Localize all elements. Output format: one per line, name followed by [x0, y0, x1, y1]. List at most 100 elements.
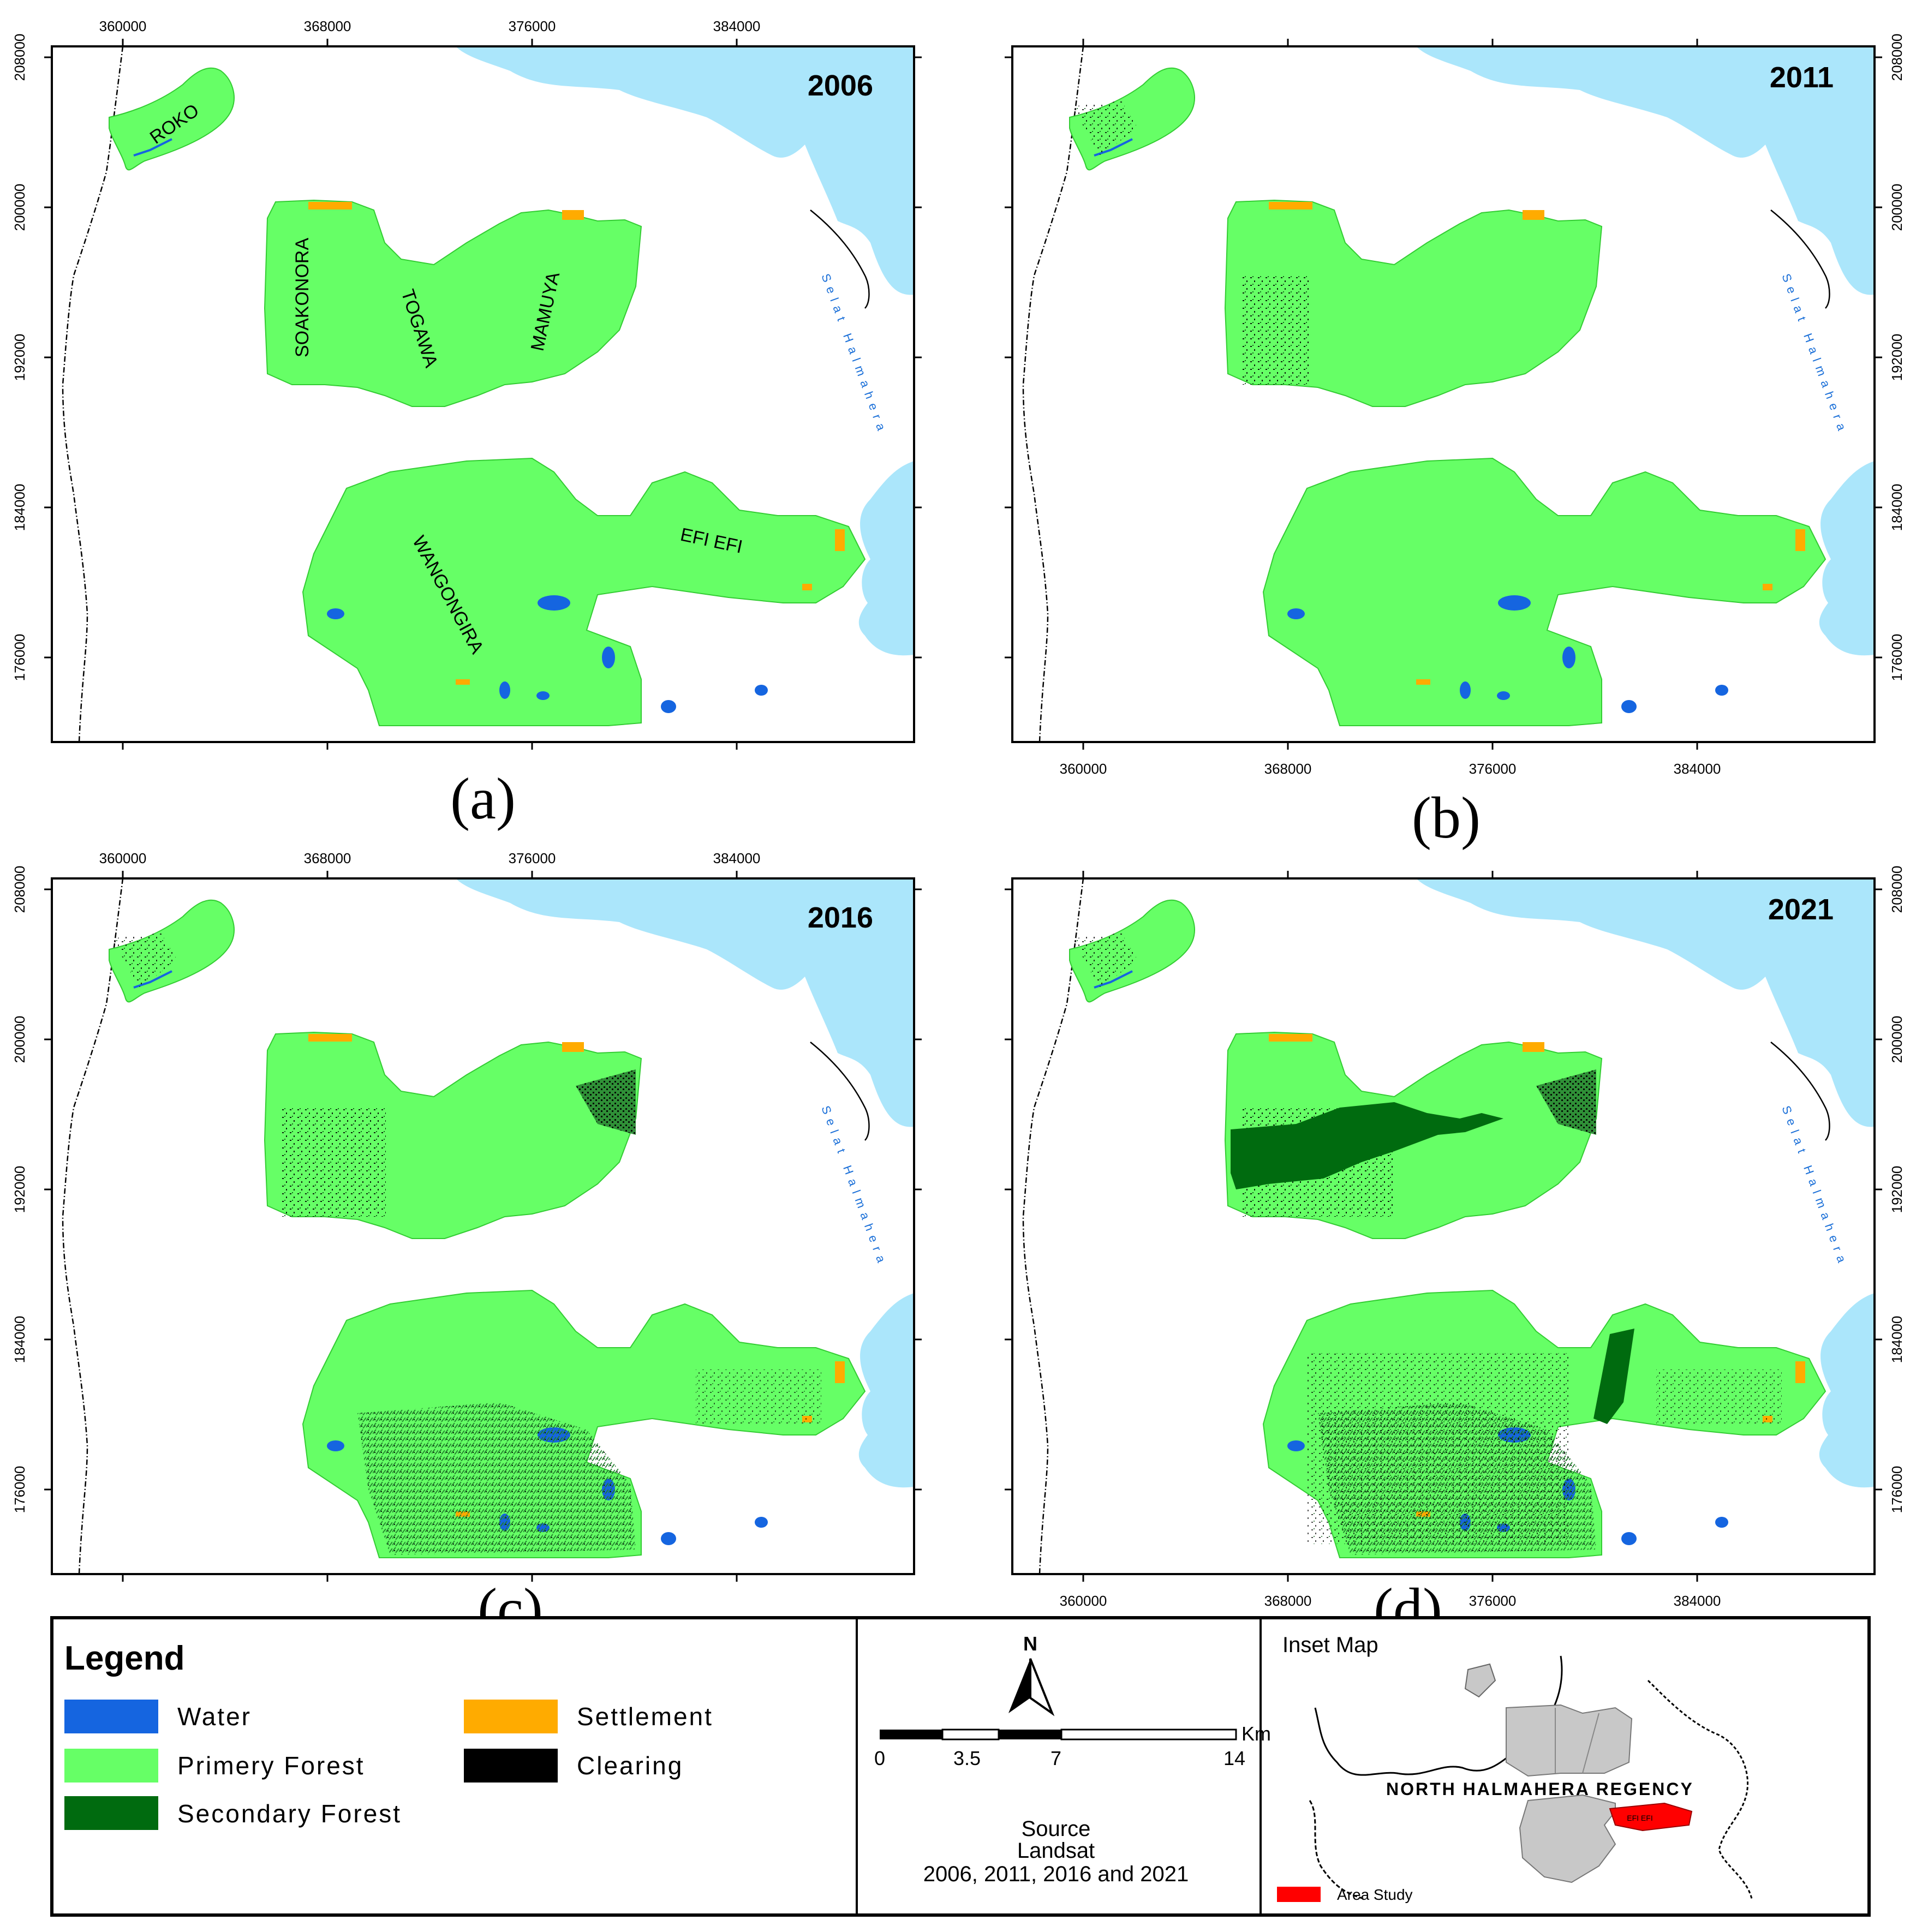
panel-year-b: 2011	[1770, 61, 1834, 94]
water-body	[538, 595, 570, 611]
inset-district-north	[1506, 1704, 1633, 1777]
scale-tick-7: 7	[1050, 1747, 1061, 1769]
x-tick-label: 368000	[1264, 1593, 1312, 1609]
sea-area	[1394, 46, 1875, 295]
panel-year-a: 2006	[808, 69, 873, 102]
x-tick-label: 368000	[1264, 761, 1312, 777]
y-tick-label: 184000	[1889, 1316, 1905, 1363]
land-south	[1262, 457, 1827, 726]
panel-year-c: 2016	[808, 901, 873, 934]
legend-label-clearing: Clearing	[577, 1751, 683, 1780]
clearing-patch	[281, 1108, 386, 1217]
clearing-patch-east	[1656, 1369, 1782, 1424]
settlement-patch	[802, 584, 812, 590]
x-tick-label: 384000	[713, 850, 761, 866]
clearing-patch-roko	[112, 933, 177, 988]
water-body	[1562, 647, 1575, 668]
source-line-2: Landsat	[1017, 1839, 1095, 1863]
place-label-soakonora: SOAKONORA	[292, 238, 313, 357]
water-body	[755, 1517, 768, 1528]
y-tick-label: 184000	[11, 484, 28, 531]
y-tick-label: 208000	[1889, 866, 1905, 913]
island-outline	[1770, 1042, 1830, 1141]
x-tick-label: 360000	[1060, 761, 1107, 777]
y-tick-label: 184000	[11, 1316, 28, 1363]
clearing-patch	[1241, 276, 1310, 385]
sea-area-east	[1819, 461, 1875, 656]
y-tick-label: 192000	[1889, 334, 1905, 381]
north-arrow-right-icon	[1029, 1658, 1055, 1716]
panel-year-d: 2021	[1768, 893, 1834, 926]
land-north	[1224, 199, 1603, 407]
settlement-patch	[835, 1361, 845, 1383]
secondary-forest-patch-east	[1593, 1329, 1634, 1424]
water-body	[1497, 691, 1510, 700]
y-tick-label: 208000	[1889, 34, 1905, 81]
scale-tick-14: 14	[1223, 1747, 1245, 1769]
settlement-patch	[308, 1034, 352, 1042]
legend-swatch-secondary-forest	[64, 1796, 158, 1830]
settlement-patch	[456, 679, 470, 685]
inset-badge-label: EFI EFI	[1627, 1814, 1652, 1822]
x-tick-label: 376000	[1469, 1593, 1517, 1609]
legend-label-primary-forest: Primery Forest	[177, 1751, 365, 1780]
coastline	[1022, 878, 1084, 1575]
water-body	[1621, 1532, 1637, 1545]
y-tick-label: 200000	[1889, 184, 1905, 231]
legend-label-secondary-forest: Secondary Forest	[177, 1799, 402, 1828]
water-body	[661, 700, 676, 713]
water-body	[661, 1532, 676, 1545]
panel-frame	[1011, 45, 1876, 743]
y-tick-label: 192000	[1889, 1166, 1905, 1213]
water-body	[755, 685, 768, 696]
x-tick-label: 368000	[304, 18, 351, 34]
legend-title: Legend	[64, 1640, 184, 1677]
x-tick-label: 368000	[304, 850, 351, 866]
inset-area-study	[1609, 1802, 1693, 1832]
settlement-patch	[835, 529, 845, 551]
y-tick-label: 176000	[11, 1466, 28, 1514]
inset-area-study-swatch	[1277, 1887, 1321, 1902]
source-line-1: Source	[1022, 1817, 1091, 1841]
source-line-3: 2006, 2011, 2016 and 2021	[923, 1862, 1189, 1886]
x-tick-label: 384000	[713, 18, 761, 34]
clearing-patch-east	[696, 1369, 821, 1424]
inset-map: Inset Map EFI EFI NORTH HALMAHERA REGENC…	[1277, 1633, 1753, 1903]
water-body	[1287, 1440, 1305, 1451]
clearing-patch-mamuya	[1536, 1069, 1596, 1135]
y-tick-label: 176000	[1889, 1466, 1905, 1514]
sea-area-east	[858, 461, 914, 656]
water-body	[602, 647, 615, 668]
panel-frame	[1011, 877, 1876, 1575]
north-arrow-left-icon	[1008, 1659, 1030, 1713]
water-body	[1715, 685, 1728, 696]
settlement-patch	[562, 1042, 584, 1052]
settlement-patch	[562, 210, 584, 220]
settlement-patch	[1795, 529, 1805, 551]
scale-unit: Km	[1241, 1722, 1271, 1745]
water-body	[1715, 1517, 1728, 1528]
clearing-patch-roko	[1072, 101, 1138, 155]
sea-area-east	[1819, 1293, 1875, 1488]
water-body	[499, 681, 510, 699]
island-outline	[810, 1042, 870, 1141]
settlement-patch	[1523, 1042, 1544, 1052]
water-body	[1621, 700, 1637, 713]
sea-area-east	[858, 1293, 914, 1488]
secondary-forest-patch-north	[1231, 1102, 1503, 1189]
inset-district-roko	[1464, 1663, 1496, 1698]
land-north	[264, 199, 642, 407]
island-outline	[810, 210, 870, 309]
water-body	[1498, 595, 1531, 611]
source-block: Source Landsat 2006, 2011, 2016 and 2021	[923, 1817, 1189, 1886]
panel-letter-b: (b)	[1412, 786, 1481, 851]
panel-frame	[51, 877, 915, 1575]
inset-region-label: NORTH HALMAHERA REGENCY	[1386, 1779, 1694, 1799]
north-arrow: N	[1008, 1632, 1055, 1716]
y-tick-label: 208000	[11, 866, 28, 913]
